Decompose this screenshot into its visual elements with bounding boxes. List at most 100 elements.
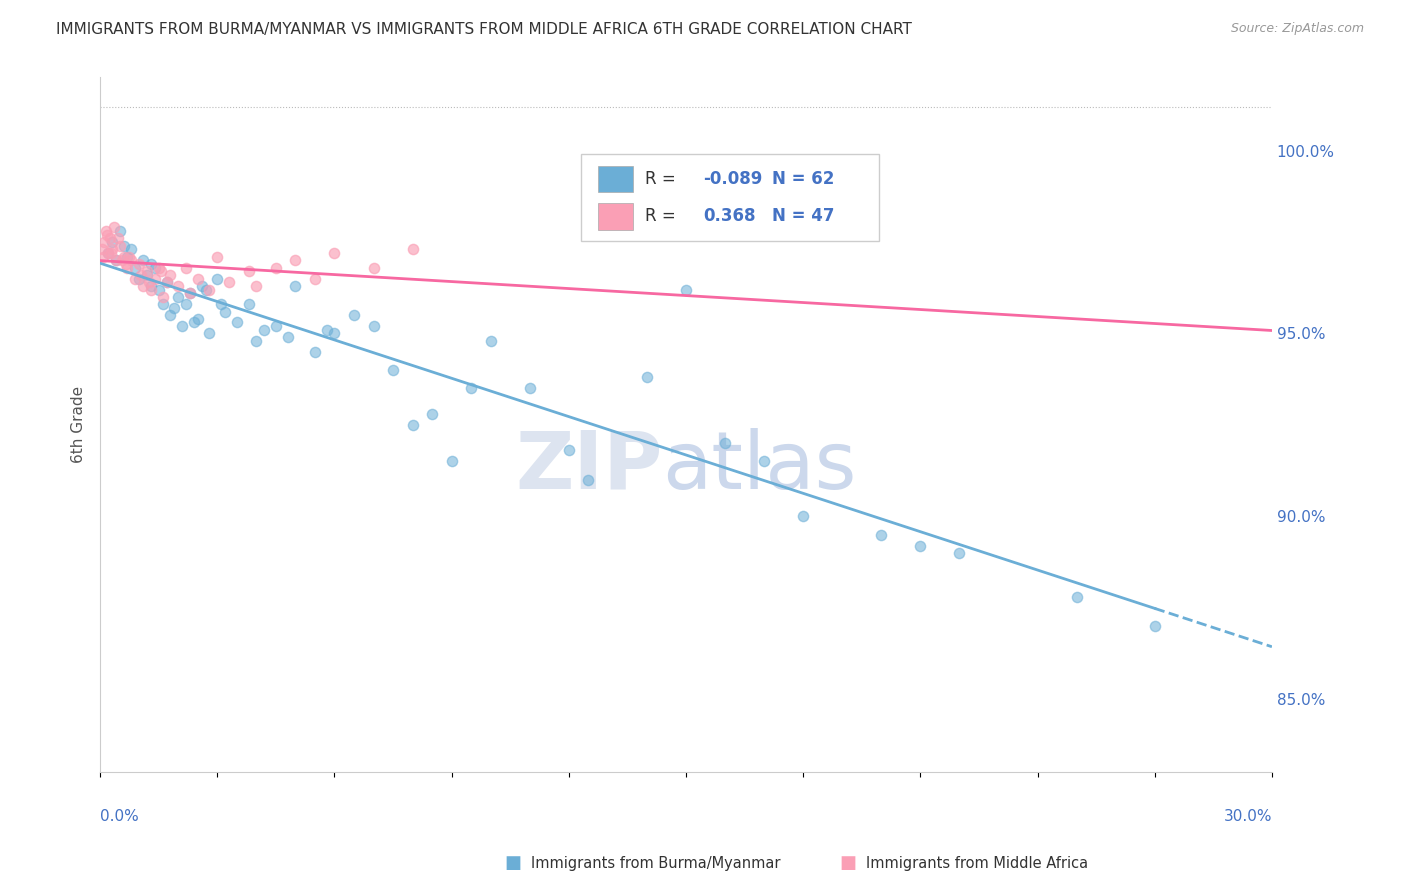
Point [148, 260, 170, 275]
Point [139, 283, 162, 297]
Point [948, 546, 970, 560]
Point [112, 238, 135, 252]
Point [132, 279, 155, 293]
Point [172, 319, 194, 334]
Point [187, 271, 209, 285]
Point [179, 286, 201, 301]
FancyBboxPatch shape [581, 154, 879, 241]
Point [97, 246, 120, 260]
Point [104, 253, 127, 268]
Point [139, 279, 162, 293]
Point [238, 264, 260, 278]
Text: ZIP: ZIP [516, 427, 662, 506]
Point [207, 250, 229, 264]
Text: N = 62: N = 62 [772, 169, 834, 188]
Point [194, 283, 217, 297]
Point [93, 235, 115, 249]
Point [401, 243, 423, 257]
Point [152, 297, 174, 311]
Text: R =: R = [645, 169, 681, 188]
Point [792, 509, 814, 524]
Point [101, 235, 124, 249]
Bar [598, 203, 633, 229]
Point [107, 231, 129, 245]
Point [519, 381, 541, 395]
Point [179, 286, 201, 301]
Point [245, 279, 267, 293]
Point [103, 220, 125, 235]
Point [323, 326, 346, 341]
Point [112, 250, 135, 264]
Point [118, 250, 141, 264]
Point [128, 271, 150, 285]
Text: 30.0%: 30.0% [1223, 809, 1272, 824]
Point [315, 323, 337, 337]
Point [96, 227, 118, 242]
Point [117, 260, 139, 275]
Point [1066, 590, 1088, 604]
Point [167, 290, 190, 304]
Point [253, 323, 276, 337]
Text: 0.0%: 0.0% [100, 809, 139, 824]
Point [174, 297, 197, 311]
Point [1143, 619, 1166, 633]
Point [245, 334, 267, 348]
Point [128, 257, 150, 271]
Point [479, 334, 502, 348]
Point [284, 253, 307, 268]
Point [152, 290, 174, 304]
Point [101, 243, 124, 257]
Point [714, 436, 737, 450]
Point [120, 243, 142, 257]
Text: 0.368: 0.368 [703, 208, 756, 226]
Text: R =: R = [645, 208, 681, 226]
Point [94, 224, 117, 238]
Point [214, 304, 236, 318]
Point [120, 253, 142, 268]
Point [198, 326, 221, 341]
Point [139, 257, 162, 271]
Point [304, 344, 326, 359]
Point [209, 297, 232, 311]
Point [187, 311, 209, 326]
Point [218, 275, 240, 289]
Point [207, 271, 229, 285]
Point [136, 264, 159, 278]
Bar [598, 166, 633, 192]
Point [198, 283, 221, 297]
Text: N = 47: N = 47 [772, 208, 834, 226]
Point [284, 279, 307, 293]
Text: IMMIGRANTS FROM BURMA/MYANMAR VS IMMIGRANTS FROM MIDDLE AFRICA 6TH GRADE CORRELA: IMMIGRANTS FROM BURMA/MYANMAR VS IMMIGRA… [56, 22, 912, 37]
Point [343, 308, 366, 322]
Point [636, 370, 658, 384]
Point [752, 454, 775, 468]
Point [363, 260, 385, 275]
Point [155, 275, 177, 289]
Point [148, 283, 170, 297]
Point [129, 268, 152, 282]
Y-axis label: 6th Grade: 6th Grade [72, 386, 86, 464]
Point [110, 253, 132, 268]
Point [183, 316, 205, 330]
Text: ■: ■ [839, 855, 856, 872]
Point [97, 246, 120, 260]
Text: atlas: atlas [662, 427, 856, 506]
Point [401, 417, 423, 432]
Point [108, 238, 131, 252]
Point [143, 271, 166, 285]
Point [108, 224, 131, 238]
Point [155, 275, 177, 289]
Point [167, 279, 190, 293]
Point [460, 381, 482, 395]
Point [114, 257, 136, 271]
Point [159, 268, 181, 282]
Text: -0.089: -0.089 [703, 169, 763, 188]
Point [159, 308, 181, 322]
Point [143, 260, 166, 275]
Point [323, 246, 346, 260]
Point [264, 319, 287, 334]
Point [238, 297, 260, 311]
Text: Immigrants from Middle Africa: Immigrants from Middle Africa [866, 856, 1088, 871]
Point [675, 283, 697, 297]
Point [576, 473, 599, 487]
